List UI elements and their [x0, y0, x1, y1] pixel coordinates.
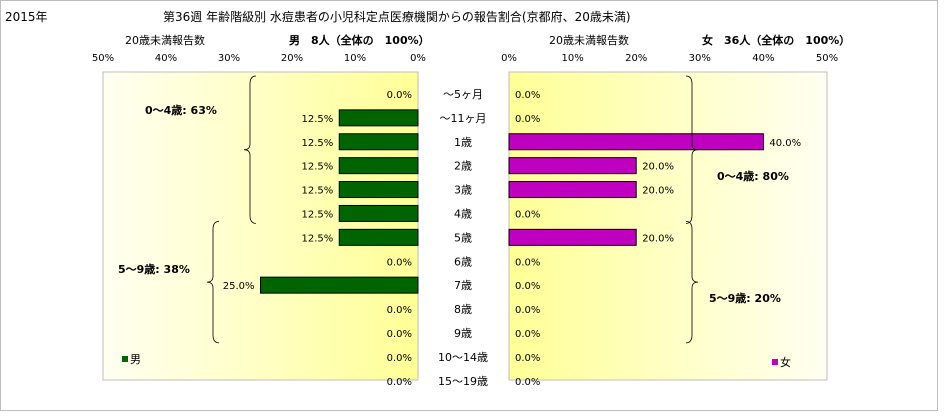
male-bar-value-label: 12.5% — [301, 138, 333, 149]
male-group-bracket — [206, 221, 220, 344]
male-bar — [338, 109, 419, 127]
female-bar — [508, 181, 637, 199]
age-category-label: 10～14歳 — [438, 351, 488, 364]
year-label: 2015年 — [5, 10, 48, 24]
age-category-label: 4歳 — [454, 207, 472, 220]
age-category-label: 3歳 — [454, 184, 472, 197]
male-bar-value-label: 25.0% — [223, 281, 255, 292]
male-axis-tick-label: 20% — [281, 53, 303, 64]
female-group-bracket — [685, 75, 699, 224]
female-heading: 女 36人（全体の 100%） — [702, 33, 850, 47]
age-category-label: 2歳 — [454, 160, 472, 173]
female-group-label: 0～4歳: 80% — [717, 169, 789, 183]
male-axis-tick-label: 10% — [344, 53, 366, 64]
female-bar-value-label: 0.0% — [515, 90, 540, 101]
female-bar-value-label: 0.0% — [515, 377, 540, 388]
female-bar-value-label: 0.0% — [515, 257, 540, 268]
male-bar-value-label: 0.0% — [387, 305, 412, 316]
age-category-label: ～5ヶ月 — [443, 88, 483, 101]
male-bar-value-label: 0.0% — [387, 90, 412, 101]
male-bar-value-label: 0.0% — [387, 257, 412, 268]
age-category-label: 15～19歳 — [438, 375, 488, 388]
female-bar-value-label: 20.0% — [642, 233, 674, 244]
female-axis-tick-label: 40% — [752, 53, 774, 64]
male-group-bracket — [243, 75, 257, 224]
female-legend-swatch — [772, 359, 778, 365]
male-axis-tick-label: 30% — [218, 53, 240, 64]
female-plot-area — [508, 71, 828, 381]
female-axis-tick-label: 30% — [689, 53, 711, 64]
male-bar-value-label: 0.0% — [387, 353, 412, 364]
male-bar-value-label: 12.5% — [301, 114, 333, 125]
female-bar-value-label: 40.0% — [769, 138, 801, 149]
male-bar-value-label: 12.5% — [301, 233, 333, 244]
female-axis-tick-label: 0% — [501, 53, 517, 64]
male-bar-value-label: 0.0% — [387, 377, 412, 388]
female-bar-value-label: 0.0% — [515, 281, 540, 292]
female-bar-value-label: 20.0% — [642, 162, 674, 173]
male-group-label: 0～4歳: 63% — [145, 103, 217, 117]
male-bar — [338, 181, 419, 199]
male-bar — [338, 228, 419, 246]
male-legend-swatch — [122, 356, 128, 362]
age-category-label: 9歳 — [454, 327, 472, 340]
female-bar — [508, 157, 637, 175]
page-title: 第36週 年齢階級別 水痘患者の小児科定点医療機関からの報告割合(京都府、20歳… — [163, 9, 631, 24]
male-axis-tick-label: 50% — [92, 53, 114, 64]
age-category-label: ～11ヶ月 — [440, 112, 487, 125]
female-panel: 0% 10% 20% 30% 40% 50% 20歳未満報告数 女 36人（全体の 100%）… — [501, 33, 850, 388]
male-axis-title: 20歳未満報告数 — [125, 34, 205, 47]
age-category-label: 7歳 — [454, 279, 472, 292]
male-bar-value-label: 12.5% — [301, 209, 333, 220]
female-group-bracket — [685, 221, 699, 344]
male-bar — [338, 204, 419, 222]
female-bar-value-label: 0.0% — [515, 329, 540, 340]
female-bar-value-label: 0.0% — [515, 114, 540, 125]
male-bar-value-label: 12.5% — [301, 162, 333, 173]
female-bar-value-label: 0.0% — [515, 209, 540, 220]
female-bar-value-label: 0.0% — [515, 353, 540, 364]
male-bar-value-label: 0.0% — [387, 329, 412, 340]
age-category-labels: ～5ヶ月 ～11ヶ月 1歳 2歳 3歳 4歳 5歳 6歳 7歳 8歳 9歳 10～14歳 15～19歳 — [438, 88, 488, 388]
male-panel: 50% 40% 30% 20% 10% 0% 20歳未満報告数 男 8人（全体の 100%） 0… — [92, 33, 430, 388]
male-bar-value-label: 12.5% — [301, 186, 333, 197]
male-axis-tick-label: 40% — [155, 53, 177, 64]
age-category-label: 6歳 — [454, 255, 472, 268]
female-legend-label: 女 — [780, 355, 791, 369]
female-axis-tick-label: 50% — [816, 53, 838, 64]
age-category-label: 1歳 — [454, 136, 472, 149]
female-axis-tick-label: 10% — [561, 53, 583, 64]
male-legend-label: 男 — [130, 353, 141, 366]
male-bar — [338, 133, 419, 151]
age-category-label: 5歳 — [454, 231, 472, 244]
female-axis-title: 20歳未満報告数 — [549, 34, 629, 47]
female-axis-tick-label: 20% — [625, 53, 647, 64]
female-bar — [508, 228, 637, 246]
male-axis-tick-label: 0% — [410, 53, 426, 64]
female-group-label: 5～9歳: 20% — [709, 291, 781, 305]
female-bar-value-label: 0.0% — [515, 305, 540, 316]
male-heading: 男 8人（全体の 100%） — [289, 33, 430, 47]
age-category-label: 8歳 — [454, 303, 472, 316]
female-bar-value-label: 20.0% — [642, 186, 674, 197]
male-bar — [338, 157, 419, 175]
female-bar — [508, 133, 764, 151]
male-group-label: 5～9歳: 38% — [118, 262, 190, 276]
male-bar — [260, 276, 419, 294]
